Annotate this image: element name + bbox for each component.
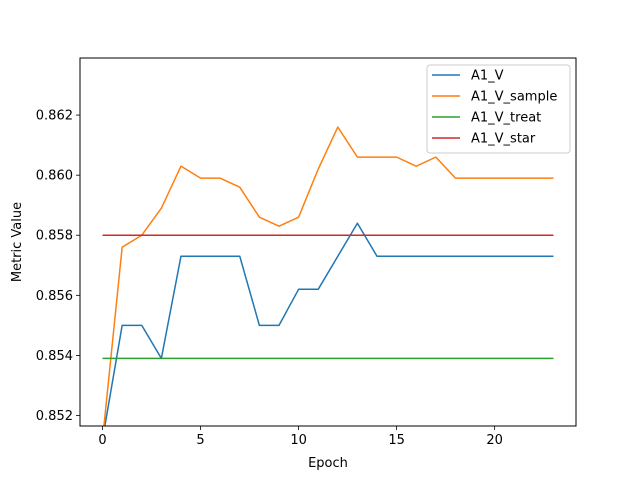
series-line-a1-v-sample <box>103 126 554 426</box>
x-axis: 0 5 10 15 20 <box>98 426 503 448</box>
y-axis: 0.852 0.854 0.856 0.858 0.860 0.862 <box>36 109 80 424</box>
y-tick-label: 0.852 <box>36 409 73 424</box>
x-tick-label: 20 <box>486 433 503 448</box>
legend-label: A1_V_star <box>471 132 536 147</box>
y-tick-label: 0.854 <box>36 349 73 364</box>
x-tick-label: 5 <box>196 433 204 448</box>
x-tick-label: 10 <box>290 433 307 448</box>
x-tick-label: 15 <box>388 433 405 448</box>
legend: A1_V A1_V_sample A1_V_treat A1_V_star <box>426 64 571 154</box>
series-line-a1-v <box>104 222 554 426</box>
y-axis-label: Metric Value <box>10 202 25 282</box>
series-layer <box>102 126 554 426</box>
legend-label: A1_V_sample <box>471 90 557 105</box>
legend-label: A1_V <box>471 69 504 84</box>
plot-frame <box>79 57 577 427</box>
y-tick-label: 0.856 <box>36 289 73 304</box>
y-tick-label: 0.858 <box>36 229 73 244</box>
y-tick-label: 0.860 <box>36 169 73 184</box>
x-axis-label: Epoch <box>308 456 348 471</box>
y-tick-label: 0.862 <box>36 109 73 124</box>
x-tick-label: 0 <box>98 433 106 448</box>
legend-label: A1_V_treat <box>471 111 541 126</box>
legend-frame <box>426 64 571 154</box>
